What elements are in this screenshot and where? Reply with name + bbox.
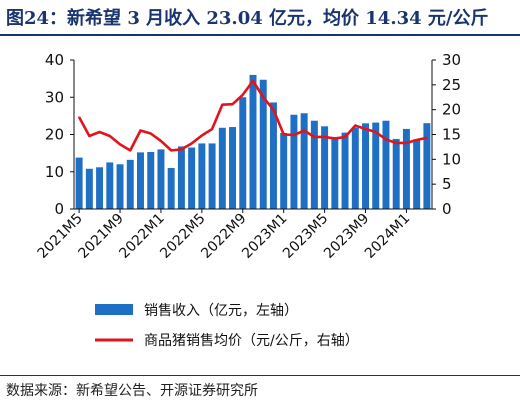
line-point-2022M7 xyxy=(221,103,224,106)
line-point-2022M6 xyxy=(211,128,213,130)
x-tick-label: 2024M1 xyxy=(362,211,413,262)
bar-2022M9 xyxy=(239,97,247,209)
line-point-2023M3 xyxy=(303,129,305,132)
line-point-2022M1 xyxy=(160,140,162,142)
bar-2022M4 xyxy=(188,147,196,209)
source-divider xyxy=(0,375,520,376)
bar-2021M5 xyxy=(75,157,83,209)
line-point-2024M1 xyxy=(405,142,408,144)
line-point-2023M10 xyxy=(374,131,377,133)
right-tick-label: 30 xyxy=(442,51,461,69)
line-point-2021M10 xyxy=(129,149,132,152)
bar-2022M3 xyxy=(177,146,185,209)
bar-2023M9 xyxy=(362,123,369,209)
left-tick-label: 10 xyxy=(45,163,64,181)
line-point-2023M7 xyxy=(344,136,346,138)
bar-series xyxy=(75,74,431,210)
line-point-2021M5 xyxy=(78,116,80,118)
right-tick-label: 20 xyxy=(442,101,461,119)
line-point-2023M11 xyxy=(385,138,387,141)
bar-2024M3 xyxy=(423,123,431,209)
line-point-2022M9 xyxy=(241,93,244,96)
chart-title: 图24：新希望 3 月收入 23.04 亿元，均价 14.34 元/公斤 xyxy=(6,8,489,29)
title-divider xyxy=(0,34,520,36)
bar-2021M8 xyxy=(106,162,114,209)
line-point-2021M9 xyxy=(119,143,121,146)
legend-bar-label: 销售收入（亿元，左轴） xyxy=(144,303,298,319)
right-tick-label: 0 xyxy=(442,200,452,218)
bar-2023M3 xyxy=(300,113,308,209)
bar-2021M10 xyxy=(126,159,134,209)
line-point-2023M5 xyxy=(323,136,326,138)
bar-2021M7 xyxy=(96,167,104,209)
bar-2022M6 xyxy=(208,143,216,209)
bar-2022M10 xyxy=(249,74,257,210)
bar-2023M4 xyxy=(310,120,318,209)
bar-2023M10 xyxy=(372,122,380,209)
bar-2023M11 xyxy=(382,120,390,209)
line-point-2023M6 xyxy=(334,137,336,140)
left-tick-label: 20 xyxy=(45,126,64,144)
right-tick-label: 10 xyxy=(442,150,461,168)
line-point-2021M6 xyxy=(88,135,91,137)
line-point-2023M4 xyxy=(313,136,316,138)
left-tick-label: 30 xyxy=(45,88,64,106)
line-point-2022M5 xyxy=(201,134,203,137)
line-series xyxy=(77,79,428,152)
legend-line-label: 商品猪销售均价（元/公斤，右轴） xyxy=(144,333,359,349)
bar-2023M7 xyxy=(341,132,349,209)
bar-2021M12 xyxy=(147,152,155,209)
line-point-2021M7 xyxy=(98,131,101,133)
line-point-2023M9 xyxy=(364,128,367,130)
bar-2022M1 xyxy=(157,149,165,209)
bar-2022M2 xyxy=(167,168,175,209)
right-tick-label: 5 xyxy=(442,175,452,193)
bar-2021M9 xyxy=(116,164,124,209)
bar-2022M11 xyxy=(259,79,267,209)
bar-2022M5 xyxy=(198,143,206,209)
bar-2023M1 xyxy=(280,133,288,209)
bar-2023M12 xyxy=(392,138,400,209)
chart-area: 0102030400510152025302021M52021M92022M12… xyxy=(35,51,462,349)
bar-2023M6 xyxy=(331,138,339,209)
line-point-2022M10 xyxy=(252,80,254,82)
right-tick-label: 25 xyxy=(442,76,461,94)
line-point-2021M12 xyxy=(149,132,152,135)
line-point-2023M8 xyxy=(354,124,357,127)
legend-bar-swatch xyxy=(95,304,133,315)
bar-2021M6 xyxy=(85,168,93,209)
line-point-2022M3 xyxy=(180,148,183,151)
left-tick-label: 40 xyxy=(45,51,64,69)
legend: 销售收入（亿元，左轴） 商品猪销售均价（元/公斤，右轴） xyxy=(95,303,359,349)
line-point-2022M11 xyxy=(262,96,265,99)
line-point-2022M4 xyxy=(190,142,193,145)
bar-2024M2 xyxy=(413,139,421,209)
bar-2024M1 xyxy=(402,128,410,209)
bar-2022M12 xyxy=(269,102,277,209)
line-point-2021M8 xyxy=(109,135,111,137)
line-point-2024M3 xyxy=(426,136,428,139)
source-note: 数据来源：新希望公告、开源证券研究所 xyxy=(6,383,258,399)
line-point-2021M11 xyxy=(139,129,142,132)
line-point-2022M2 xyxy=(170,149,172,152)
bar-2022M7 xyxy=(218,127,226,209)
line-point-2023M12 xyxy=(395,142,398,144)
line-point-2023M1 xyxy=(282,133,285,136)
bar-2023M2 xyxy=(290,114,298,209)
line-point-2023M2 xyxy=(293,134,295,136)
bar-2023M5 xyxy=(321,126,329,209)
bar-2022M8 xyxy=(229,127,237,209)
left-tick-label: 0 xyxy=(54,200,64,218)
line-point-2024M2 xyxy=(415,139,418,141)
bar-2021M11 xyxy=(137,152,144,209)
bar-2023M8 xyxy=(351,127,359,209)
line-point-2022M12 xyxy=(272,108,275,111)
line-point-2022M8 xyxy=(231,103,234,105)
right-tick-label: 15 xyxy=(442,126,461,144)
